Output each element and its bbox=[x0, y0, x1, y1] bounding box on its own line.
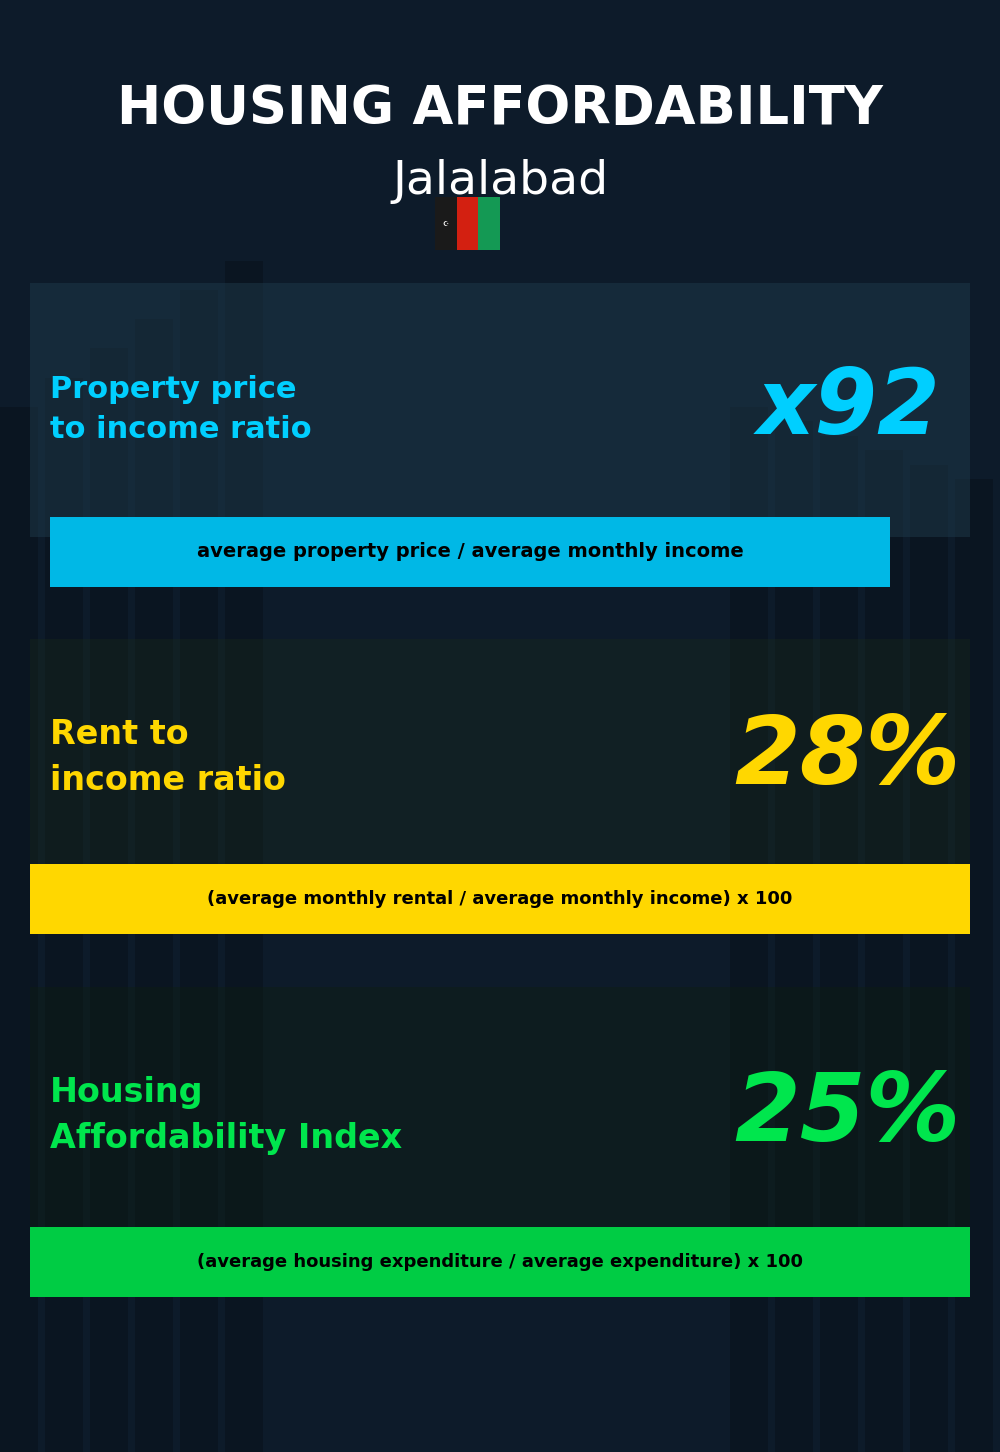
Bar bbox=[135, 319, 173, 1452]
Text: Rent to
income ratio: Rent to income ratio bbox=[50, 719, 286, 797]
Bar bbox=[0, 407, 38, 1452]
Bar bbox=[478, 197, 500, 250]
Bar bbox=[180, 290, 218, 1452]
FancyBboxPatch shape bbox=[30, 283, 970, 537]
Bar bbox=[865, 450, 903, 1452]
Text: 28%: 28% bbox=[734, 711, 960, 804]
Bar bbox=[457, 197, 478, 250]
Text: average property price / average monthly income: average property price / average monthly… bbox=[197, 542, 743, 562]
Bar bbox=[45, 378, 83, 1452]
Bar bbox=[435, 197, 457, 250]
Text: Jalalabad: Jalalabad bbox=[392, 160, 608, 203]
Bar bbox=[820, 436, 858, 1452]
FancyBboxPatch shape bbox=[30, 987, 970, 1249]
Bar bbox=[775, 421, 813, 1452]
Text: 25%: 25% bbox=[734, 1069, 960, 1162]
Text: HOUSING AFFORDABILITY: HOUSING AFFORDABILITY bbox=[117, 83, 883, 135]
Bar bbox=[910, 465, 948, 1452]
Bar bbox=[225, 261, 263, 1452]
Text: (average housing expenditure / average expenditure) x 100: (average housing expenditure / average e… bbox=[197, 1253, 803, 1270]
Text: ☪: ☪ bbox=[443, 221, 449, 227]
FancyBboxPatch shape bbox=[30, 639, 970, 886]
Text: x92: x92 bbox=[756, 366, 940, 453]
Bar bbox=[955, 479, 993, 1452]
FancyBboxPatch shape bbox=[50, 517, 890, 587]
Bar bbox=[90, 348, 128, 1452]
Text: (average monthly rental / average monthly income) x 100: (average monthly rental / average monthl… bbox=[207, 890, 793, 908]
Text: Housing
Affordability Index: Housing Affordability Index bbox=[50, 1076, 402, 1154]
Bar bbox=[730, 407, 768, 1452]
FancyBboxPatch shape bbox=[30, 1227, 970, 1297]
FancyBboxPatch shape bbox=[30, 864, 970, 934]
Text: Property price
to income ratio: Property price to income ratio bbox=[50, 375, 312, 444]
